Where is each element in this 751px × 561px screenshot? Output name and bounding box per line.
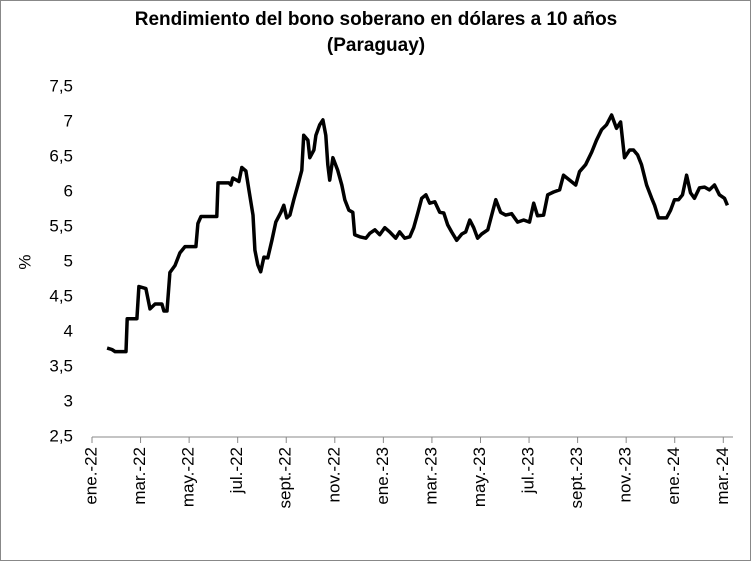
y-tick-label: 7,5	[49, 76, 73, 95]
x-tick-label: may.-23	[470, 447, 489, 507]
x-tick-label: nov.-22	[324, 447, 343, 502]
x-tick-label: sept.-23	[567, 447, 586, 508]
y-tick-label: 2,5	[49, 426, 73, 445]
y-tick-label: 5	[64, 251, 73, 270]
x-tick-label: jul.-22	[227, 447, 246, 494]
x-tick-label: mar.-22	[130, 447, 149, 505]
chart-title: (Paraguay)	[327, 35, 425, 56]
x-tick-label: nov.-23	[616, 447, 635, 502]
y-tick-label: 6,5	[49, 146, 73, 165]
y-tick-label: 5,5	[49, 216, 73, 235]
y-tick-label: 7	[64, 111, 73, 130]
x-tick-label: mar.-23	[421, 447, 440, 505]
x-tick-label: ene.-22	[81, 447, 100, 505]
x-tick-label: ene.-23	[373, 447, 392, 505]
x-tick-label: may.-22	[179, 447, 198, 507]
x-tick-label: sept.-22	[276, 447, 295, 508]
data-line	[106, 113, 730, 354]
y-tick-label: 6	[64, 181, 73, 200]
y-tick-label: 4,5	[49, 286, 73, 305]
chart-title: Rendimiento del bono soberano en dólares…	[135, 9, 618, 30]
y-tick-label: 3	[64, 391, 73, 410]
y-tick-label: 3,5	[49, 356, 73, 375]
x-tick-label: mar.-24	[713, 447, 732, 505]
x-tick-label: jul.-23	[519, 447, 538, 494]
y-axis-label: %	[15, 254, 34, 269]
x-tick-label: ene.-24	[664, 447, 683, 505]
y-tick-label: 4	[64, 321, 73, 340]
